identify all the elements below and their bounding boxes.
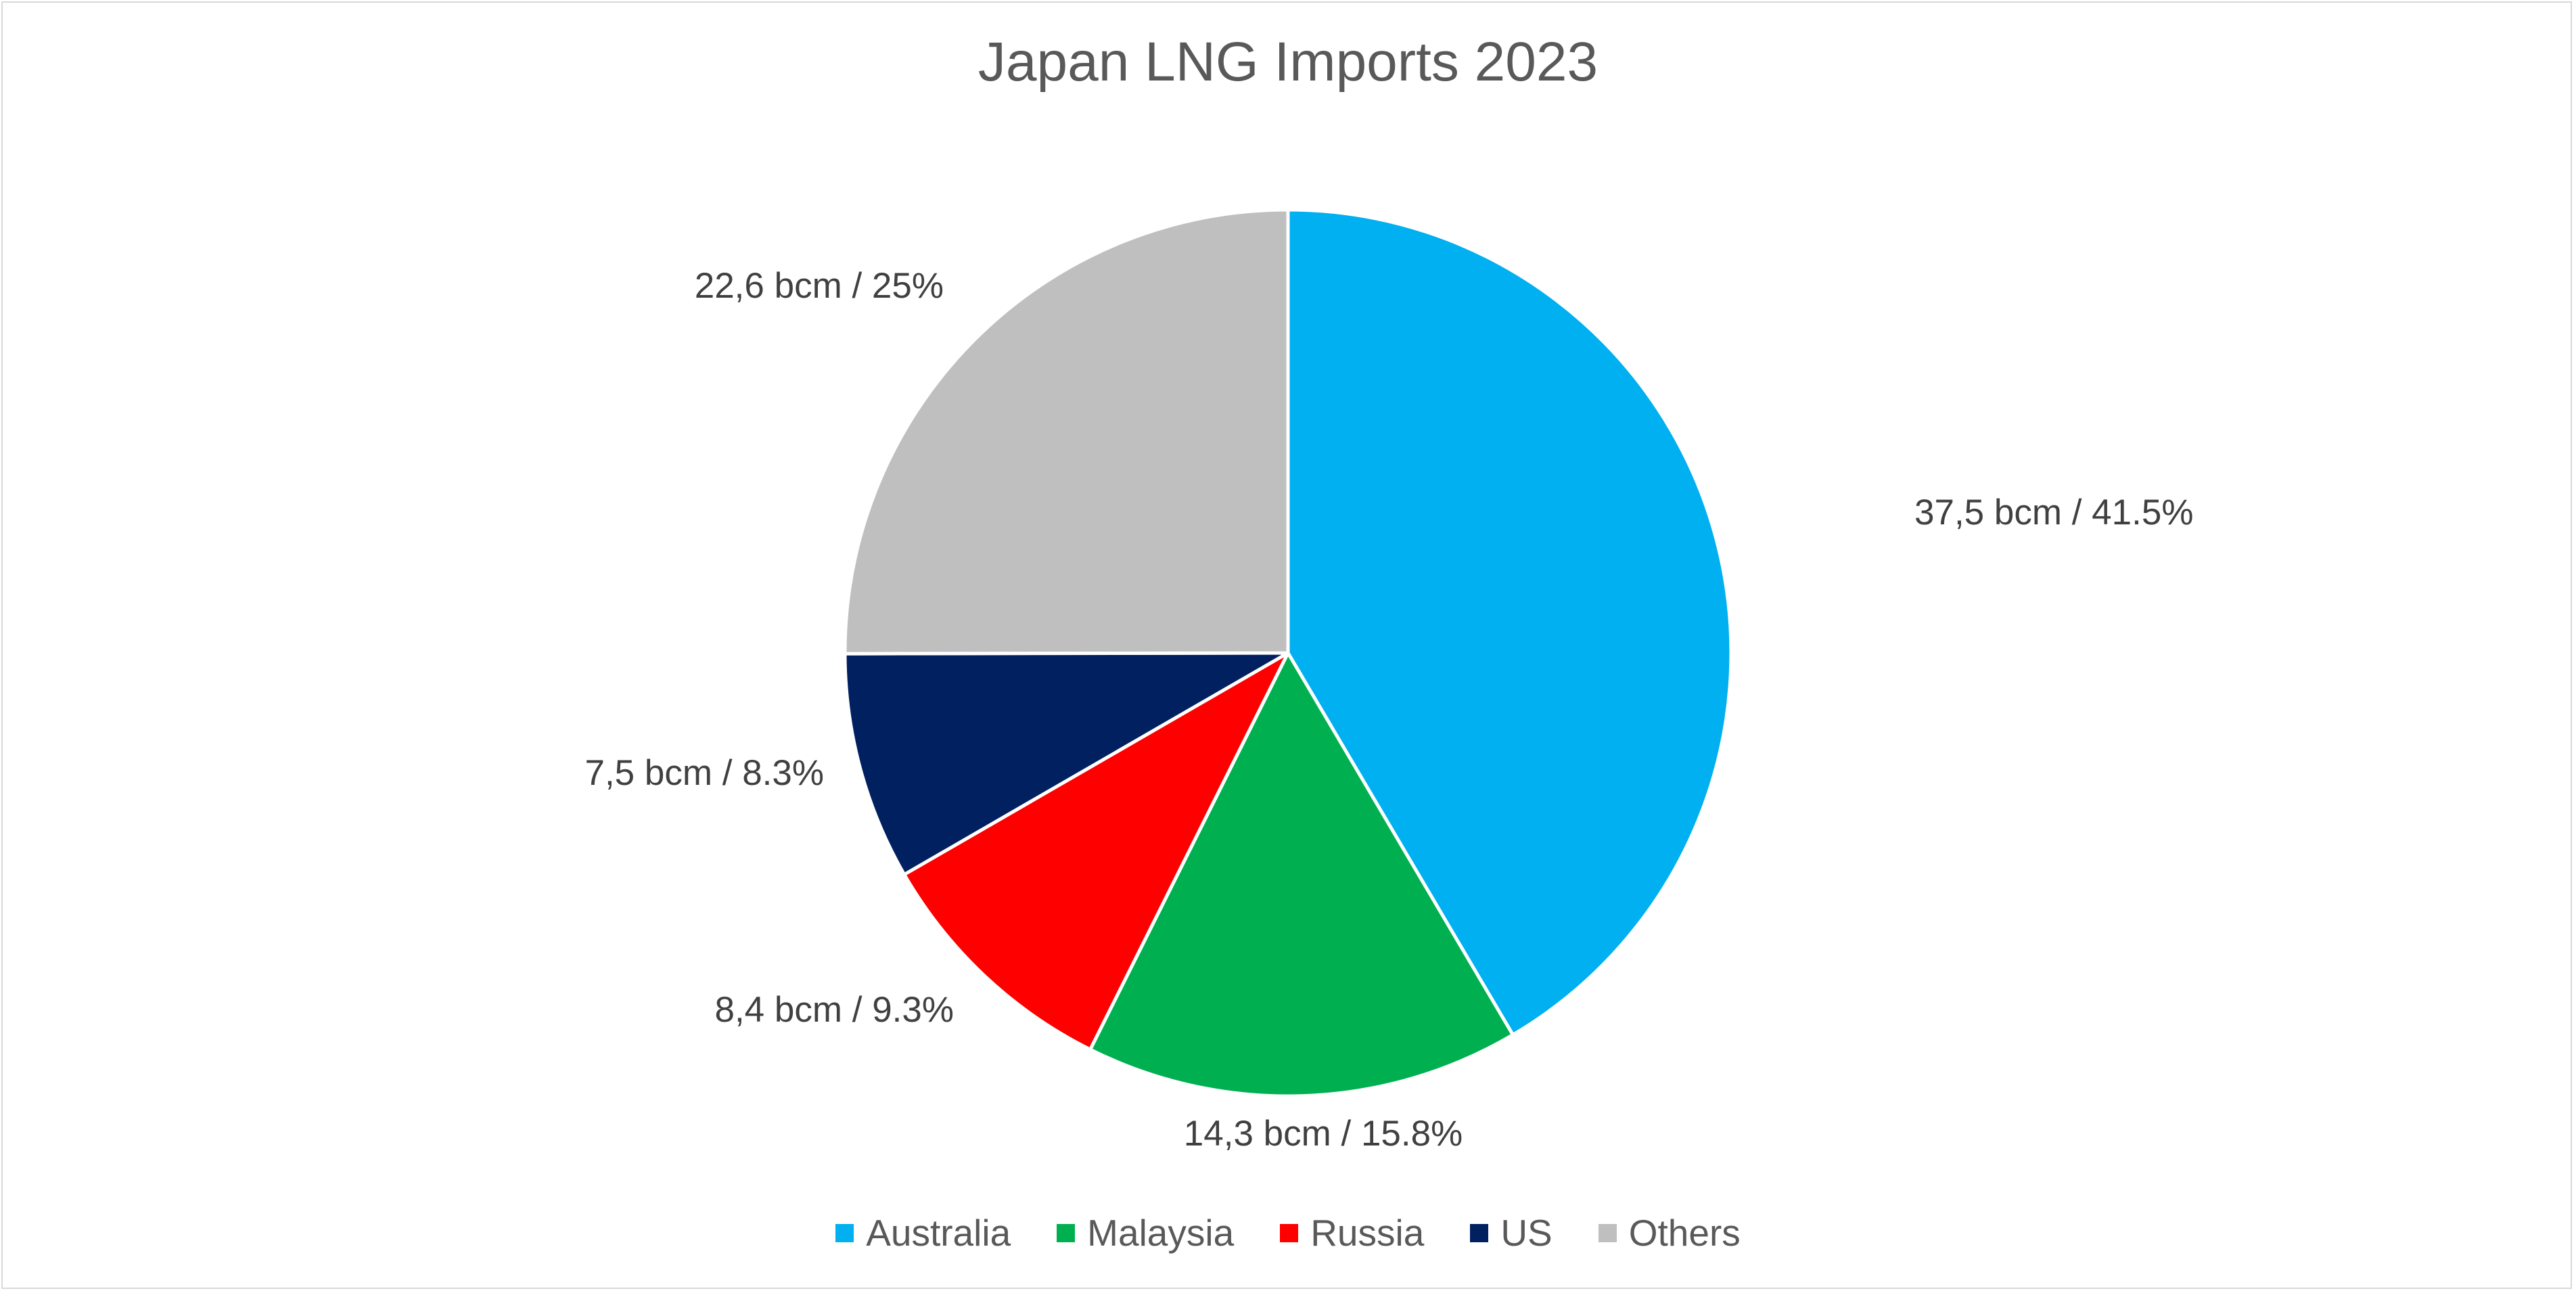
legend-swatch-malaysia — [1057, 1223, 1076, 1242]
legend-swatch-others — [1598, 1223, 1617, 1242]
chart-title: Japan LNG Imports 2023 — [978, 31, 1598, 93]
pie-slice-others — [843, 208, 1290, 656]
data-label-russia: 8,4 bcm / 9.3% — [714, 990, 954, 1030]
pie-slice-russia — [902, 651, 1290, 1051]
legend-swatch-us — [1470, 1223, 1489, 1242]
legend-swatch-russia — [1280, 1223, 1299, 1242]
data-label-us: 7,5 bcm / 8.3% — [584, 753, 824, 793]
data-label-others: 22,6 bcm / 25% — [695, 266, 944, 306]
legend-item-australia: Australia — [835, 1211, 1011, 1254]
pie-data-labels: 37,5 bcm / 41.5% 14,3 bcm / 15.8% 8,4 bcm … — [584, 266, 2193, 1154]
legend-item-us: US — [1470, 1211, 1552, 1254]
legend-swatch-australia — [835, 1223, 854, 1242]
pie-slice-malaysia — [1088, 651, 1515, 1098]
legend-label-russia: Russia — [1310, 1212, 1425, 1254]
legend-item-malaysia: Malaysia — [1057, 1211, 1234, 1254]
legend-item-russia: Russia — [1280, 1211, 1424, 1254]
chart-legend: Australia Malaysia Russia US Others — [0, 1211, 2576, 1254]
data-label-australia: 37,5 bcm / 41.5% — [1914, 493, 2193, 532]
pie-slice-australia — [1286, 208, 1733, 1037]
legend-label-australia: Australia — [866, 1212, 1011, 1254]
pie-slices — [843, 208, 1733, 1098]
legend-label-malaysia: Malaysia — [1087, 1212, 1235, 1254]
legend-item-others: Others — [1598, 1211, 1741, 1254]
data-label-malaysia: 14,3 bcm / 15.8% — [1184, 1114, 1463, 1154]
pie-slice-us — [843, 651, 1290, 876]
legend-label-others: Others — [1628, 1212, 1741, 1254]
legend-label-us: US — [1500, 1212, 1552, 1254]
